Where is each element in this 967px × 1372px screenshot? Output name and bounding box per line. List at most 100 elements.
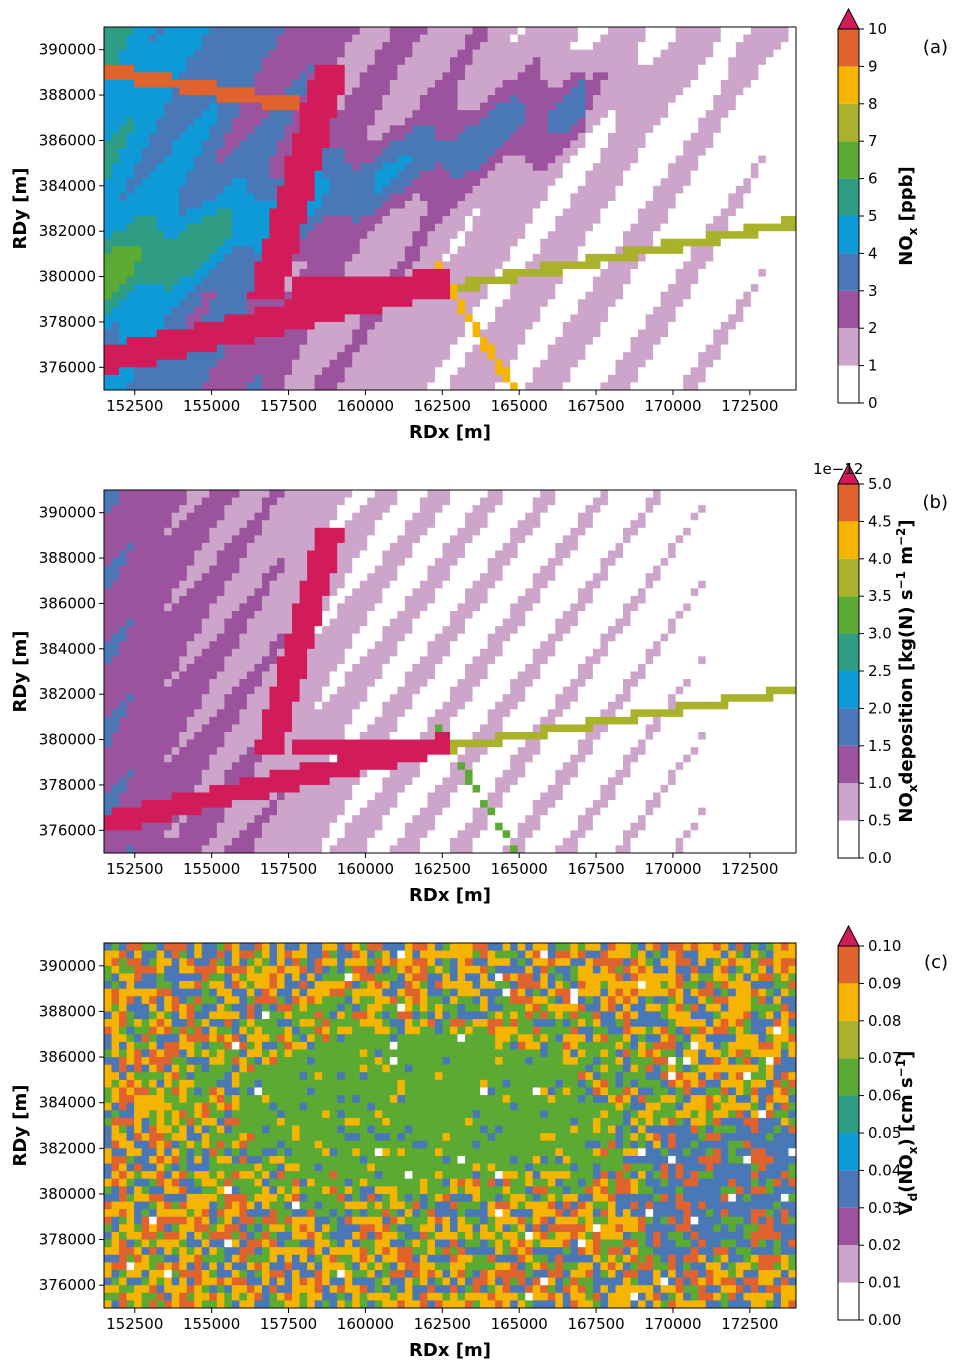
- field-cell: [458, 284, 466, 292]
- field-cell: [691, 292, 699, 300]
- field-cell: [646, 224, 654, 232]
- field-cell: [112, 50, 120, 58]
- field-cell: [450, 163, 458, 171]
- field-cell: [405, 307, 413, 315]
- field-cell: [360, 35, 368, 43]
- field-cell: [548, 292, 556, 300]
- field-cell: [676, 254, 684, 262]
- field-cell: [382, 171, 390, 179]
- field-cell: [420, 322, 428, 330]
- field-cell: [187, 42, 195, 50]
- field-cell: [781, 209, 789, 217]
- field-cell: [397, 520, 405, 528]
- field-cell: [307, 322, 315, 330]
- field-cell: [112, 27, 120, 35]
- field-cell: [615, 246, 623, 254]
- field-cell: [698, 322, 706, 330]
- field-cell: [458, 209, 466, 217]
- field-cell: [300, 216, 308, 224]
- field-cell: [322, 490, 330, 498]
- field-cell: [352, 224, 360, 232]
- field-cell: [164, 360, 172, 368]
- field-cell: [788, 375, 796, 383]
- field-cell: [503, 360, 511, 368]
- field-cell: [300, 269, 308, 277]
- field-cell: [706, 110, 714, 118]
- field-cell: [194, 292, 202, 300]
- field-cell: [668, 125, 676, 133]
- field-cell: [442, 35, 450, 43]
- field-cell: [104, 201, 112, 209]
- field-cell: [134, 330, 142, 338]
- field-cell: [488, 261, 496, 269]
- field-cell: [773, 277, 781, 285]
- field-cell: [104, 209, 112, 217]
- field-cell: [661, 80, 669, 88]
- field-cell: [480, 80, 488, 88]
- field-cell: [525, 337, 533, 345]
- field-cell: [736, 110, 744, 118]
- field-cell: [728, 88, 736, 96]
- field-cell: [676, 118, 684, 126]
- field-cell: [337, 490, 345, 498]
- field-cell: [412, 72, 420, 80]
- field-cell: [585, 277, 593, 285]
- field-cell: [322, 307, 330, 315]
- field-cell: [488, 337, 496, 345]
- field-cell: [473, 171, 481, 179]
- field-cell: [533, 125, 541, 133]
- field-cell: [563, 322, 571, 330]
- field-cell: [668, 231, 676, 239]
- field-cell: [119, 375, 127, 383]
- field-cell: [766, 246, 774, 254]
- field-cell: [600, 95, 608, 103]
- field-cell: [277, 171, 285, 179]
- field-cell: [495, 269, 503, 277]
- field-cell: [277, 345, 285, 353]
- field-cell: [465, 277, 473, 285]
- field-cell: [736, 254, 744, 262]
- field-cell: [781, 95, 789, 103]
- field-cell: [337, 156, 345, 164]
- field-cell: [307, 27, 315, 35]
- field-cell: [112, 277, 120, 285]
- field-cell: [224, 57, 232, 65]
- field-cell: [269, 498, 277, 506]
- field-cell: [495, 254, 503, 262]
- field-cell: [232, 231, 240, 239]
- field-cell: [209, 148, 217, 156]
- field-cell: [397, 125, 405, 133]
- field-cell: [142, 95, 150, 103]
- field-cell: [743, 72, 751, 80]
- field-cell: [239, 133, 247, 141]
- field-cell: [224, 156, 232, 164]
- field-cell: [269, 231, 277, 239]
- field-cell: [548, 246, 556, 254]
- field-cell: [382, 156, 390, 164]
- field-cell: [758, 148, 766, 156]
- field-cell: [480, 299, 488, 307]
- field-cell: [157, 72, 165, 80]
- field-cell: [548, 95, 556, 103]
- field-cell: [112, 352, 120, 360]
- field-cell: [217, 216, 225, 224]
- field-cell: [397, 246, 405, 254]
- field-cell: [751, 88, 759, 96]
- field-cell: [217, 375, 225, 383]
- field-cell: [578, 65, 586, 73]
- field-cell: [427, 337, 435, 345]
- field-cell: [503, 42, 511, 50]
- field-cell: [134, 345, 142, 353]
- field-cell: [473, 246, 481, 254]
- field-cell: [134, 367, 142, 375]
- field-cell: [585, 156, 593, 164]
- field-cell: [450, 156, 458, 164]
- field-cell: [706, 209, 714, 217]
- field-cell: [367, 337, 375, 345]
- field-cell: [104, 322, 112, 330]
- field-cell: [187, 209, 195, 217]
- field-cell: [540, 284, 548, 292]
- field-cell: [217, 284, 225, 292]
- field-cell: [480, 277, 488, 285]
- field-cell: [548, 505, 556, 513]
